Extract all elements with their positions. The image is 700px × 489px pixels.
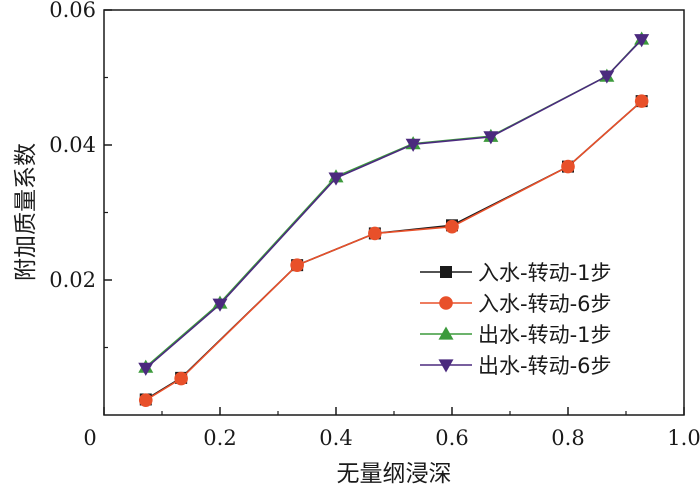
y-tick-label: 0.06 [49, 0, 96, 22]
x-axis-title: 无量纲浸深 [337, 461, 452, 487]
data-point [634, 34, 650, 48]
data-point [174, 371, 188, 386]
x-tick-label: 0 [83, 426, 96, 450]
series-line [145, 39, 643, 370]
data-point [445, 219, 459, 234]
data-point [483, 131, 499, 145]
data-point [138, 393, 153, 407]
legend-entry-2: 入水-转动-6步 [420, 292, 612, 316]
series-line [145, 38, 643, 368]
x-tick-label: 0.4 [319, 426, 352, 450]
legend-label: 出水-转动-6步 [478, 354, 612, 378]
y-tick-label: 0.02 [49, 268, 96, 292]
series-2 [138, 94, 649, 407]
y-tick-label: 0.04 [49, 133, 96, 157]
series-3 [138, 31, 650, 373]
data-point [561, 159, 575, 174]
data-point [138, 362, 154, 376]
legend-label: 出水-转动-1步 [478, 323, 612, 347]
series-4 [138, 34, 650, 376]
data-point [212, 298, 228, 312]
legend-label: 入水-转动-6步 [478, 292, 612, 316]
x-tick-label: 0.2 [203, 426, 236, 450]
x-tick-label: 1.0 [667, 426, 700, 450]
data-point [368, 226, 382, 241]
data-point [290, 258, 304, 272]
legend-marker [440, 266, 452, 278]
legend-entry-3: 出水-转动-1步 [420, 323, 612, 347]
legend-entry-4: 出水-转动-6步 [420, 354, 612, 378]
legend-marker [438, 359, 454, 373]
legend-marker [439, 296, 453, 310]
legend-label: 入水-转动-1步 [478, 261, 612, 285]
legend-marker [438, 326, 454, 340]
x-axis-ticks: 0 0.2 0.4 0.6 0.8 1.0 [83, 407, 700, 450]
y-axis-title: 附加质量系数 [13, 143, 39, 281]
data-point [328, 172, 344, 186]
x-tick-label: 0.6 [435, 426, 468, 450]
y-axis-ticks: 0.02 0.04 0.06 [49, 0, 112, 349]
data-point [405, 138, 421, 152]
legend-entry-1: 入水-转动-1步 [420, 261, 612, 285]
data-point [599, 70, 615, 84]
series-layer [138, 31, 650, 407]
x-tick-label: 0.8 [551, 426, 584, 450]
data-point [634, 94, 649, 108]
